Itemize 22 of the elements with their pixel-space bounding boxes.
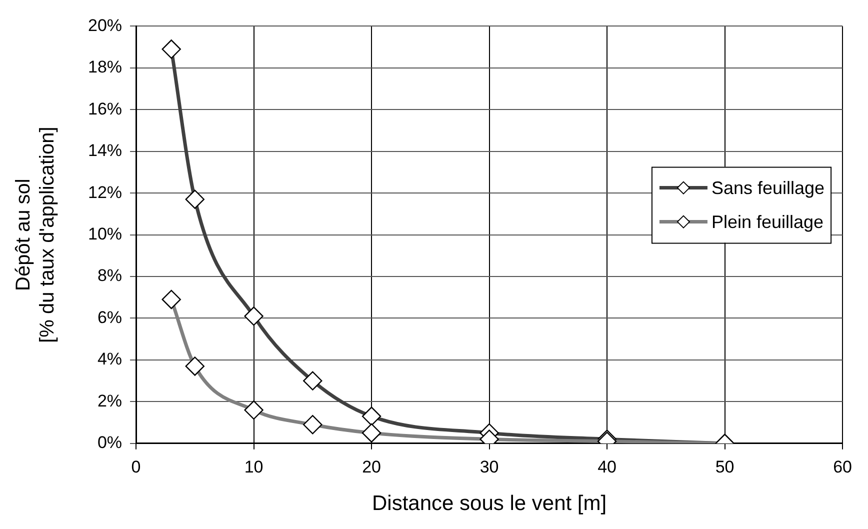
x-tick-label: 50 bbox=[715, 457, 734, 476]
y-tick-label: 12% bbox=[88, 182, 122, 202]
y-tick-label: 14% bbox=[88, 141, 122, 160]
y-tick-label: 18% bbox=[88, 58, 122, 77]
x-tick-label: 0 bbox=[131, 457, 141, 476]
y-tick-label: 6% bbox=[97, 308, 122, 327]
y-tick-label: 20% bbox=[88, 16, 122, 35]
legend-label: Sans feuillage bbox=[711, 178, 825, 198]
x-tick-label: 30 bbox=[480, 457, 499, 476]
y-tick-label: 16% bbox=[88, 99, 122, 118]
x-axis-title: Distance sous le vent [m] bbox=[372, 492, 607, 516]
y-tick-label: 0% bbox=[97, 433, 122, 452]
y-tick-label: 10% bbox=[88, 224, 122, 244]
x-tick-label: 20 bbox=[362, 457, 381, 476]
x-tick-label: 60 bbox=[833, 457, 852, 476]
x-tick-label: 40 bbox=[598, 457, 616, 476]
y-tick-label: 8% bbox=[97, 266, 122, 286]
y-tick-label: 4% bbox=[97, 350, 122, 369]
x-tick-label: 10 bbox=[244, 457, 264, 476]
legend-label: Plein feuillage bbox=[711, 212, 824, 232]
y-axis-title: Dépôt au sol [% du taux d'application] bbox=[12, 126, 59, 343]
y-tick-label: 2% bbox=[97, 391, 122, 410]
